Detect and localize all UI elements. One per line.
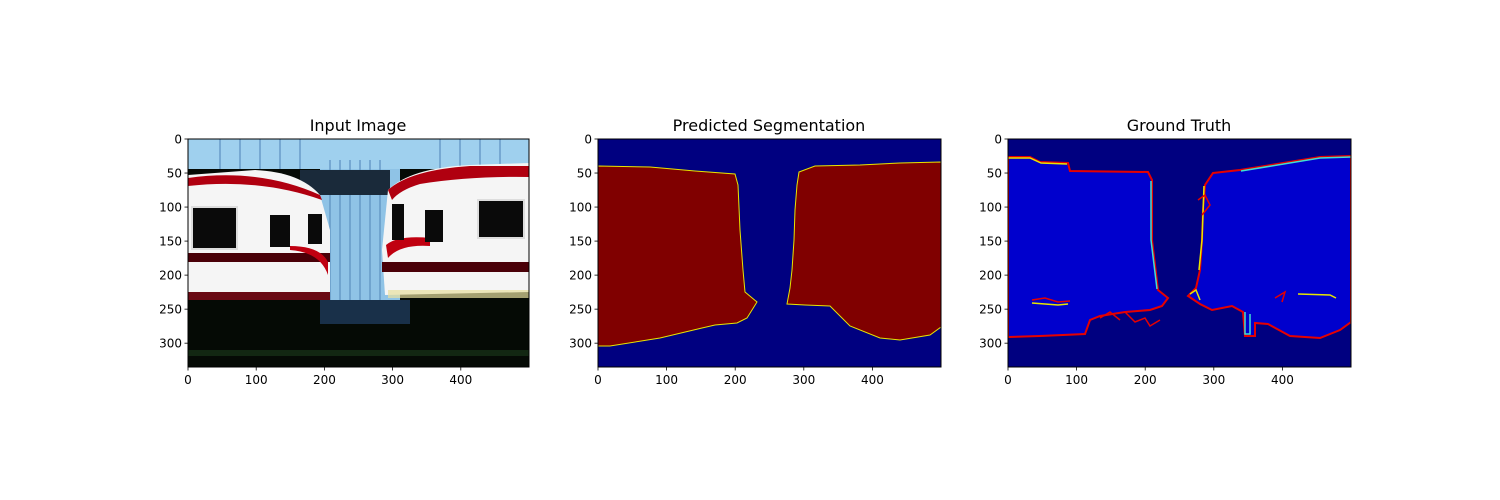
y-tick-label-gt-150: 150 — [979, 235, 1002, 249]
x-tick-label-gt-100: 100 — [1065, 373, 1088, 387]
panel-gt: Ground Truth 0 100 200 300 400 — [979, 116, 1352, 387]
y-tick-label-pred-0: 0 — [584, 133, 592, 147]
x-tick-label-gt-300: 300 — [1202, 373, 1225, 387]
y-axis-input: 0 50 100 150 200 250 300 — [159, 133, 188, 351]
x-tick-label-gt-200: 200 — [1134, 373, 1157, 387]
panel-title-gt: Ground Truth — [1127, 116, 1232, 135]
gt-region-left — [1008, 156, 1170, 339]
y-tick-label-input-250: 250 — [159, 303, 182, 317]
y-tick-label-pred-200: 200 — [569, 269, 592, 283]
y-tick-label-gt-300: 300 — [979, 337, 1002, 351]
y-tick-label-pred-250: 250 — [569, 303, 592, 317]
y-tick-label-gt-50: 50 — [987, 167, 1002, 181]
x-tick-label-input-100: 100 — [245, 373, 268, 387]
y-axis-pred: 0 50 100 150 200 250 300 — [569, 133, 598, 351]
x-tick-label-input-400: 400 — [449, 373, 472, 387]
y-tick-label-input-0: 0 — [174, 133, 182, 147]
pred-mask — [598, 139, 941, 367]
axes-frame-input — [187, 138, 530, 368]
y-axis-gt: 0 50 100 150 200 250 300 — [979, 133, 1008, 351]
panel-title-input: Input Image — [310, 116, 407, 135]
y-tick-label-input-100: 100 — [159, 201, 182, 215]
panel-input: Input Image — [159, 116, 530, 387]
y-tick-label-gt-200: 200 — [979, 269, 1002, 283]
gt-region-right — [1186, 154, 1351, 340]
axes-frame-gt — [1007, 138, 1352, 368]
panel-pred: Predicted Segmentation 0 100 200 300 400 0 50… — [569, 116, 942, 387]
x-tick-label-input-0: 0 — [184, 373, 192, 387]
y-tick-label-gt-0: 0 — [994, 133, 1002, 147]
y-tick-label-input-50: 50 — [167, 167, 182, 181]
x-tick-label-pred-300: 300 — [792, 373, 815, 387]
y-tick-label-input-200: 200 — [159, 269, 182, 283]
y-tick-label-pred-300: 300 — [569, 337, 592, 351]
x-tick-label-pred-200: 200 — [724, 373, 747, 387]
y-tick-label-gt-100: 100 — [979, 201, 1002, 215]
left-train — [188, 170, 330, 298]
pred-region-left — [598, 165, 758, 347]
panel-title-pred: Predicted Segmentation — [673, 116, 866, 135]
x-tick-label-input-300: 300 — [381, 373, 404, 387]
y-tick-label-gt-250: 250 — [979, 303, 1002, 317]
gt-mask — [1008, 139, 1351, 367]
y-tick-label-pred-100: 100 — [569, 201, 592, 215]
x-tick-label-gt-0: 0 — [1004, 373, 1012, 387]
x-axis-pred: 0 100 200 300 400 — [594, 367, 884, 387]
x-tick-label-input-200: 200 — [313, 373, 336, 387]
axes-frame-pred — [597, 138, 942, 368]
x-axis-gt: 0 100 200 300 400 — [1004, 367, 1294, 387]
x-tick-label-pred-100: 100 — [655, 373, 678, 387]
y-tick-label-input-300: 300 — [159, 337, 182, 351]
x-tick-label-gt-400: 400 — [1271, 373, 1294, 387]
x-tick-label-pred-0: 0 — [594, 373, 602, 387]
y-tick-label-pred-150: 150 — [569, 235, 592, 249]
y-tick-label-input-150: 150 — [159, 235, 182, 249]
x-axis-input: 0 100 200 300 400 — [184, 367, 472, 387]
gt-boundary-details — [1008, 156, 1351, 335]
pred-region-right — [786, 161, 941, 341]
y-tick-label-pred-50: 50 — [577, 167, 592, 181]
x-tick-label-pred-400: 400 — [861, 373, 884, 387]
input-image — [188, 139, 529, 367]
